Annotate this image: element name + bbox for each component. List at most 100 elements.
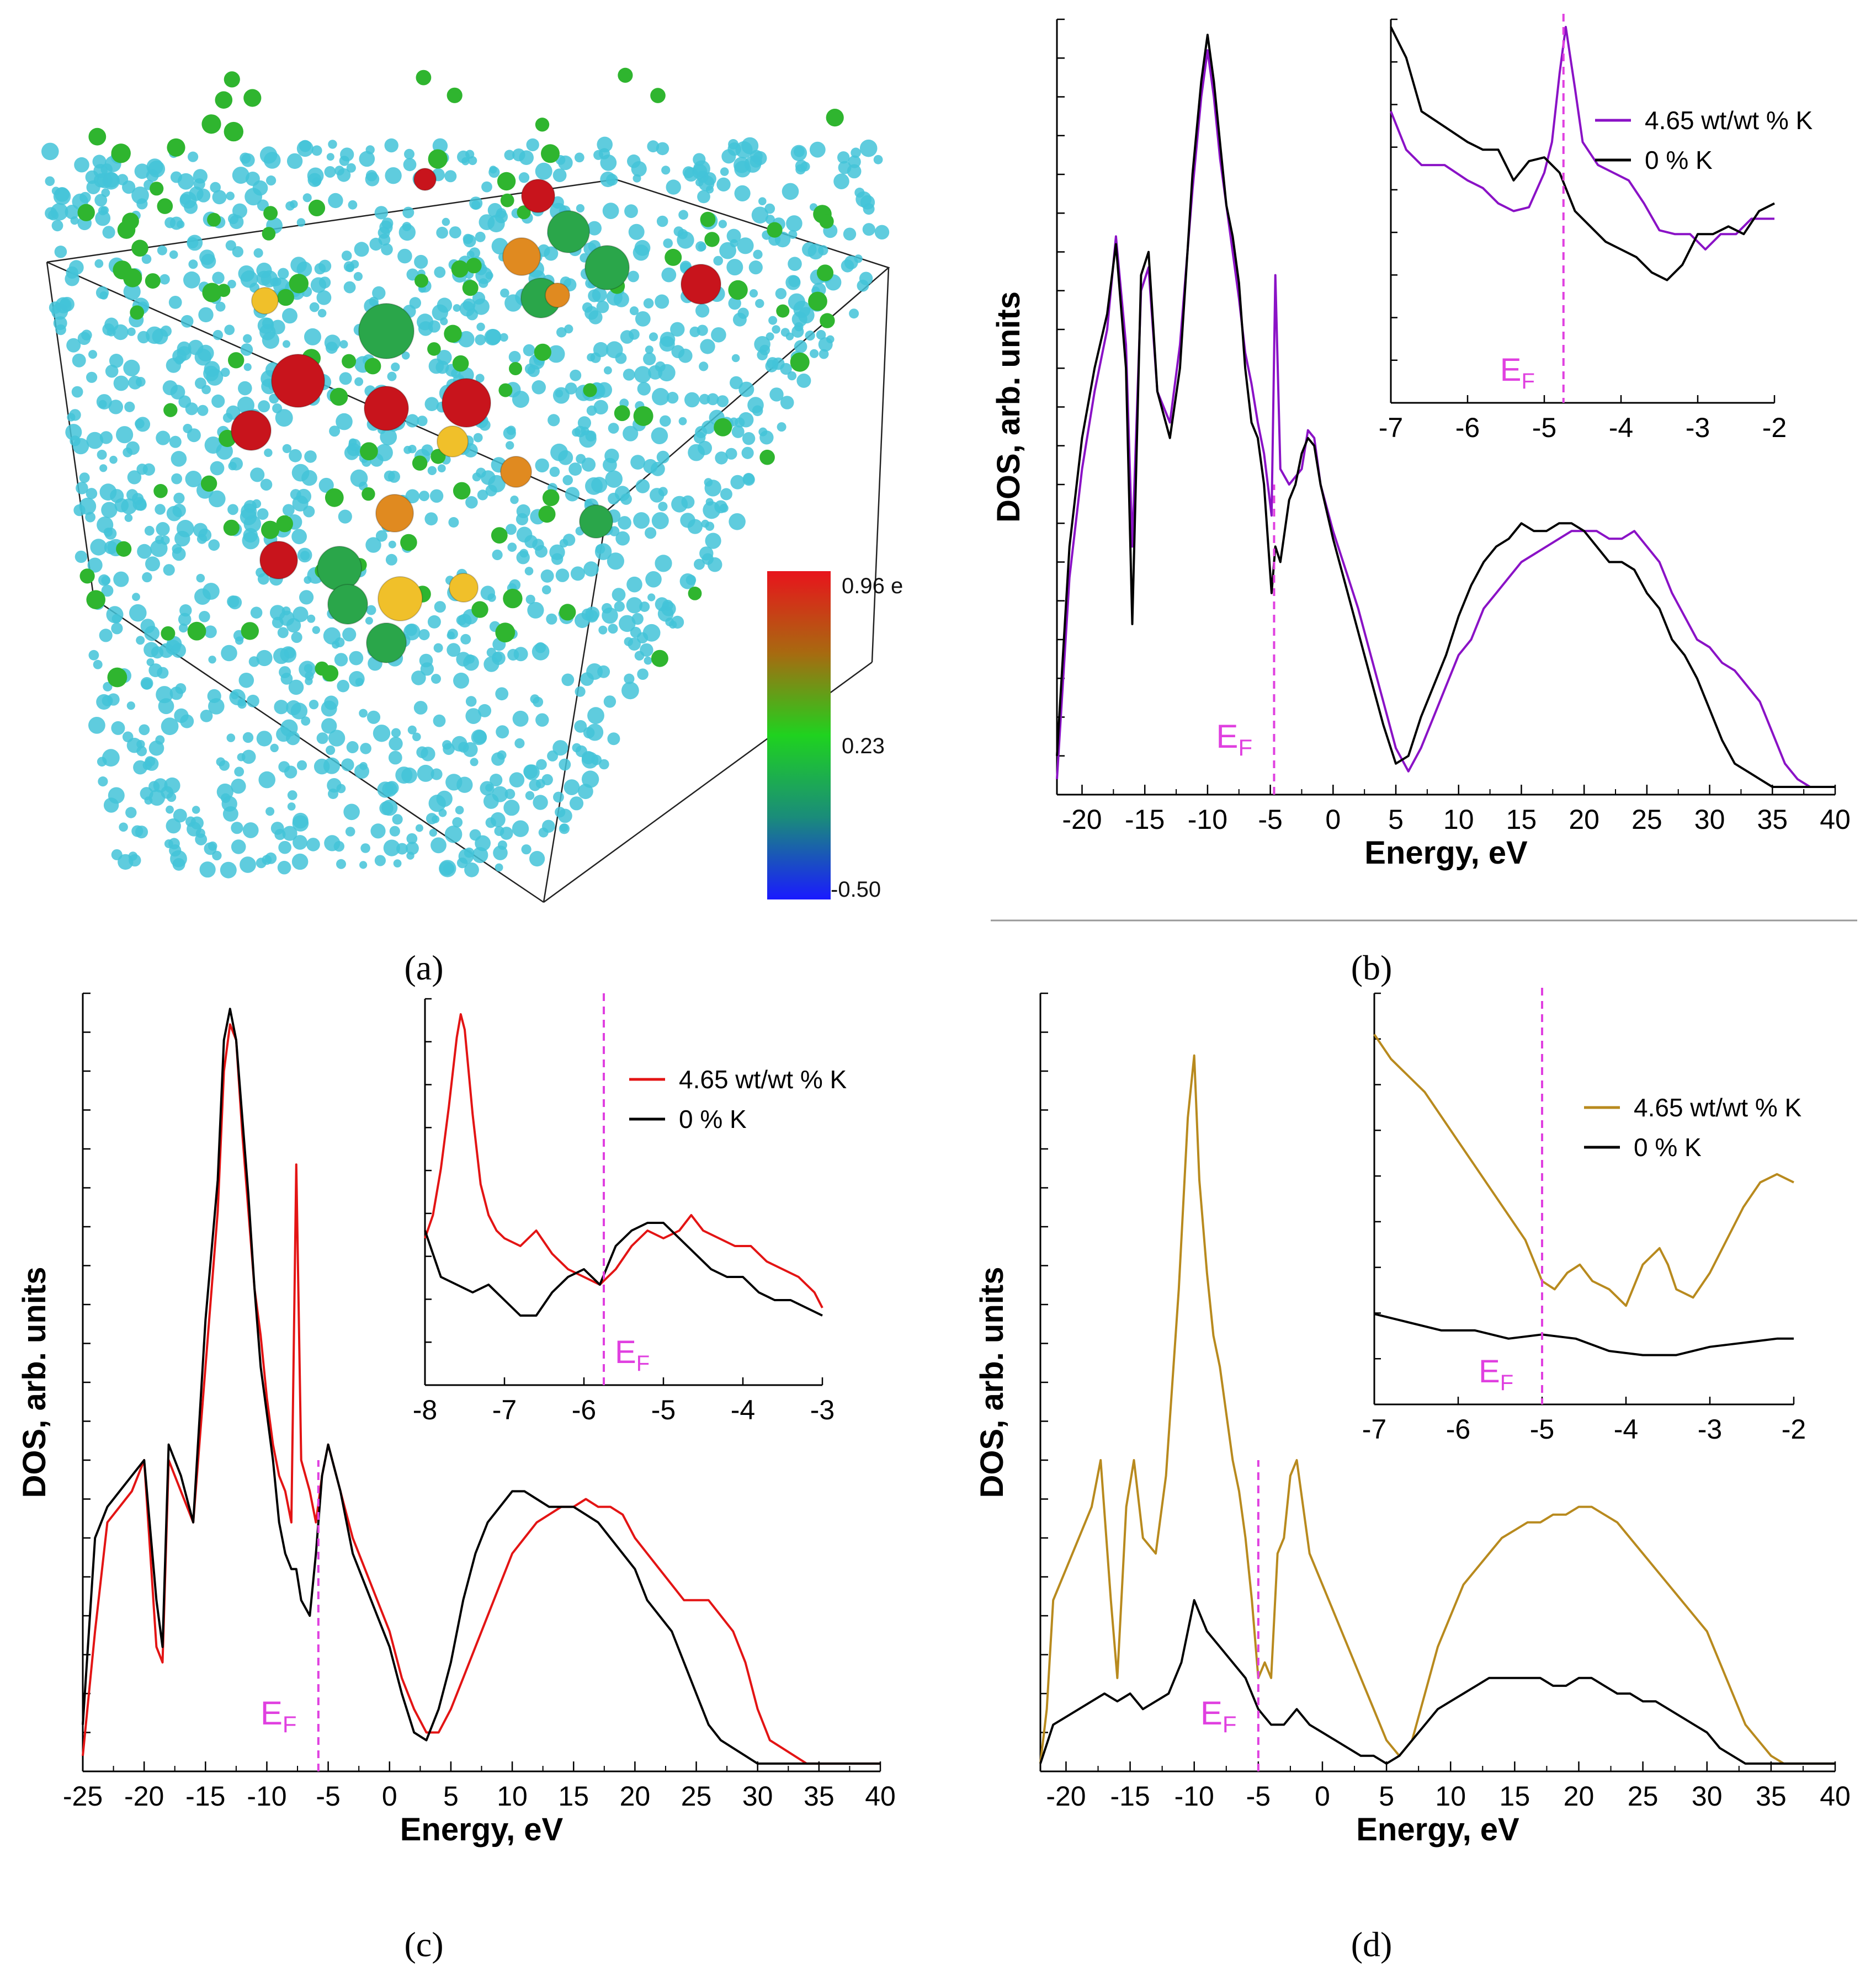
carbon-atom [172,544,182,554]
inset-fermi-label: EF [1479,1354,1513,1395]
x-tick-label: -15 [185,1781,225,1812]
x-tick-label: 40 [1820,804,1851,835]
carbon-atom [524,567,534,576]
carbon-atom [74,157,89,173]
carbon-atom [162,380,178,396]
carbon-atom [392,814,403,825]
carbon-atom [518,172,530,183]
carbon-atom [608,423,619,434]
carbon-atom [677,228,688,239]
x-axis-label: Energy, eV [1356,1812,1519,1848]
carbon-atom [307,173,322,187]
carbon-atom [421,444,433,456]
x-tick-label: 20 [1564,1781,1595,1812]
carbon-atom [144,642,159,658]
carbon-atom [496,725,509,739]
carbon-atom [296,488,312,504]
carbon-atom [572,428,581,437]
charged-atom [317,546,362,591]
carbon-atom [540,569,554,583]
carbon-atom [506,524,517,535]
carbon-atom [435,360,449,374]
carbon-atom [396,843,408,855]
charged-atom [442,378,491,428]
carbon-atom [199,611,210,622]
carbon-atom [389,826,400,837]
carbon-atom [140,677,153,690]
panel-label-b: (b) [1351,948,1393,987]
carbon-atom [492,652,502,663]
carbon-atom [583,727,595,739]
carbon-atom [348,439,361,451]
carbon-atom [221,645,237,662]
carbon-atom [293,606,309,622]
carbon-atom [701,420,715,434]
carbon-atom [628,223,645,240]
carbon-atom [169,250,178,259]
carbon-atom [559,758,571,771]
dopant-atom [224,121,243,142]
dopant-atom [107,667,127,688]
charged-atom [500,456,532,488]
carbon-atom [345,827,355,837]
carbon-atom [184,200,198,214]
carbon-atom [398,223,416,241]
carbon-atom [204,842,217,855]
dopant-atom [808,291,827,311]
carbon-atom [286,700,301,716]
carbon-atom [448,517,459,528]
carbon-atom [54,246,67,258]
carbon-atom [788,275,800,288]
charged-atom [378,576,423,621]
dopant-atom [704,232,720,247]
dopant-atom [819,214,834,229]
carbon-atom [477,489,488,501]
carbon-atom [614,486,630,501]
carbon-atom [66,338,81,353]
carbon-atom [678,210,688,220]
carbon-atom [148,741,164,756]
carbon-atom [704,478,713,487]
carbon-atom [177,520,194,537]
carbon-atom [731,354,740,363]
carbon-atom [122,731,134,743]
carbon-atom [119,822,128,832]
fermi-label: EF [261,1695,297,1737]
dopant-atom [447,87,463,103]
carbon-atom [317,308,327,318]
carbon-atom [732,312,747,327]
carbon-atom [353,272,363,281]
carbon-atom [598,148,610,159]
carbon-atom [141,254,152,264]
carbon-atom [580,672,594,686]
carbon-atom [725,448,737,460]
carbon-atom [179,623,188,633]
dopant-atom [500,193,514,207]
carbon-atom [227,280,236,289]
carbon-atom [116,174,129,185]
charged-atom [502,237,541,276]
carbon-atom [788,257,802,272]
carbon-atom [109,455,118,464]
carbon-atom [805,331,815,341]
carbon-atom [536,759,547,770]
carbon-atom [859,139,878,157]
carbon-atom [301,470,317,486]
carbon-atom [293,812,309,829]
carbon-atom [170,850,187,867]
carbon-atom [504,294,522,312]
carbon-atom [243,334,252,343]
carbon-atom [553,791,564,803]
carbon-atom [297,547,312,563]
carbon-atom [549,544,565,560]
colorbar-label-max: 0.96 e [842,574,903,598]
x-tick-label: 10 [1443,804,1474,835]
carbon-atom [334,653,348,667]
carbon-atom [576,204,584,213]
carbon-atom [465,496,478,509]
carbon-atom [160,535,170,545]
carbon-atom [458,614,472,628]
carbon-atom [105,364,119,378]
carbon-atom [728,139,739,150]
x-tick-label: 30 [1694,804,1725,835]
